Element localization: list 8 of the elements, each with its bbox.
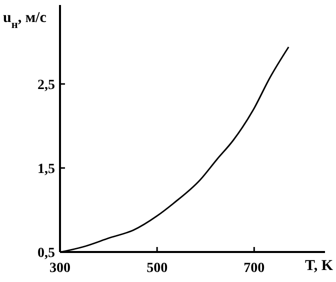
- y-axis-title: u$_{н}$, м/с: [3, 10, 47, 31]
- x-axis-title: T, K: [304, 258, 334, 274]
- y-tick-label: 1,5: [38, 162, 55, 177]
- y-tick-label: 0,5: [38, 246, 55, 261]
- x-tick-label: 300: [50, 261, 70, 276]
- x-tick-label: 500: [146, 261, 168, 276]
- x-tick-label: 700: [244, 261, 265, 276]
- y-tick-label: 2,5: [38, 78, 55, 93]
